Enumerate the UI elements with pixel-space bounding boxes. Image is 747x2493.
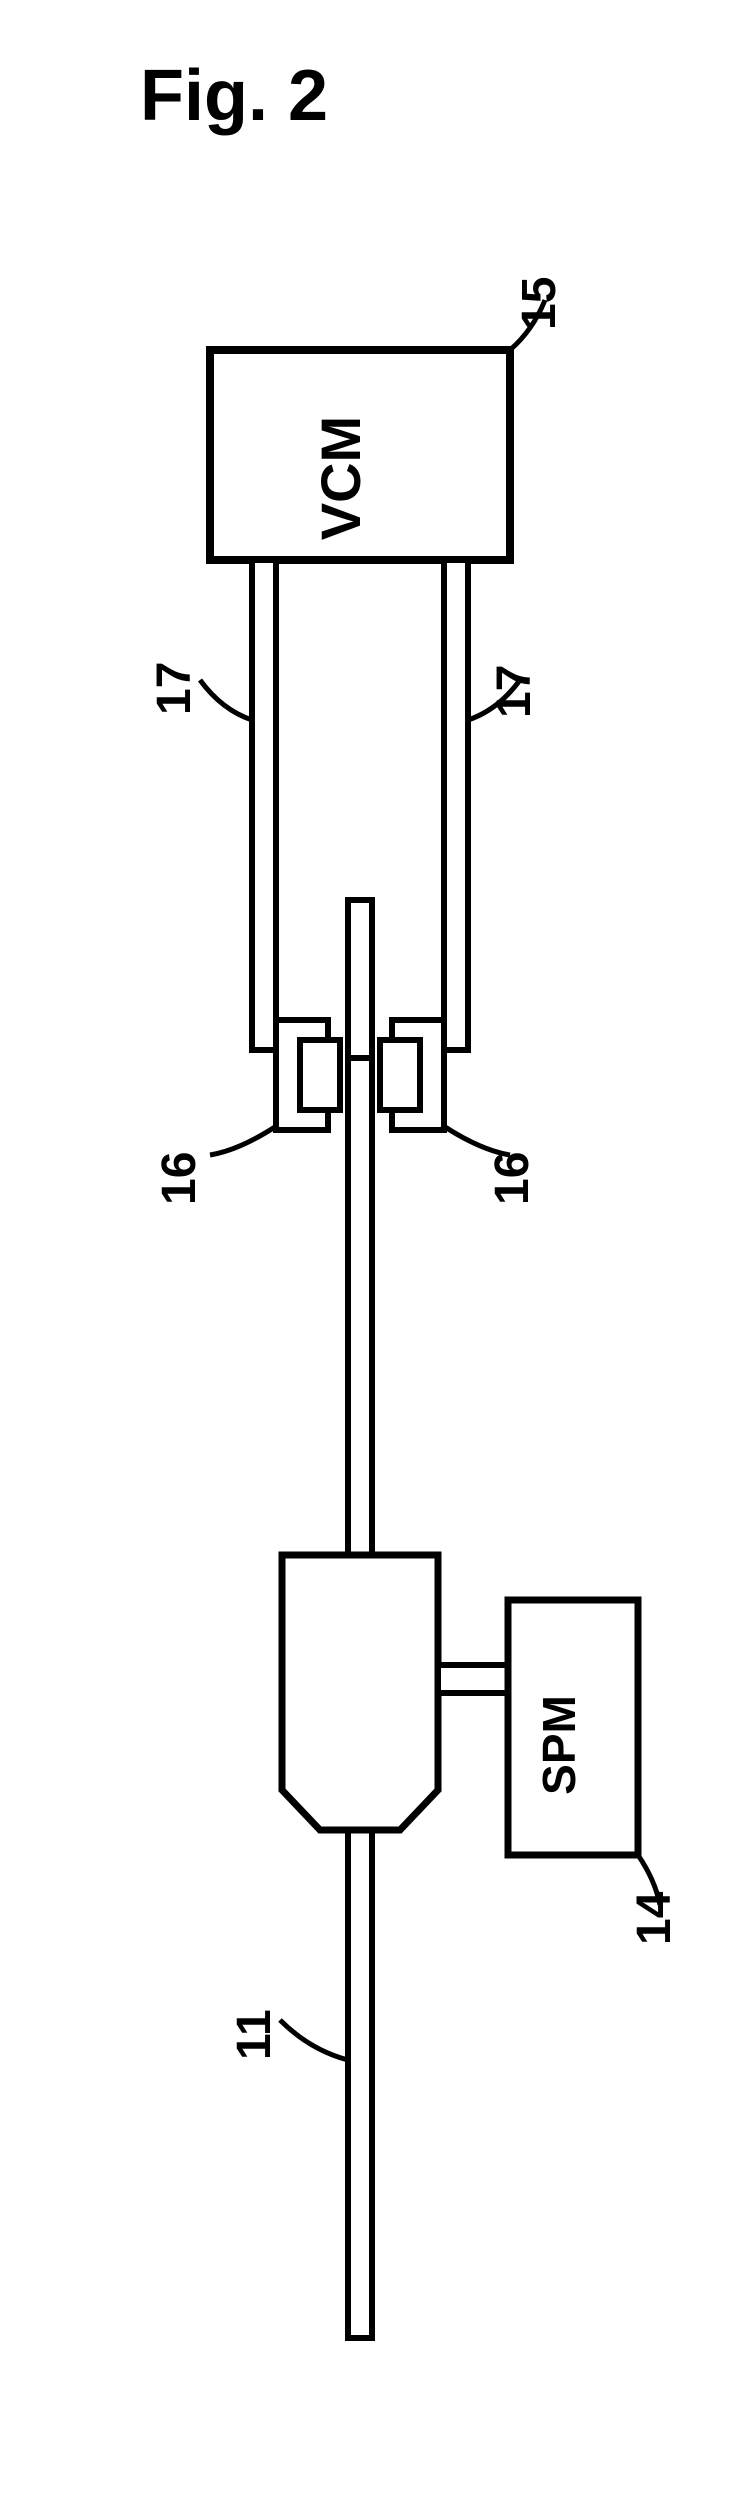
spm-block: SPM [508,1600,638,1855]
figure-page: Fig. 2 VCM 15 17 17 [0,0,747,2493]
center-stub [348,900,372,1060]
spm-label: SPM [533,1695,585,1795]
callout-16-right: 16 [442,1125,539,1205]
callout-11-label: 11 [228,2009,281,2060]
callout-15: 15 [510,277,566,350]
callout-14: 14 [628,1855,681,1945]
vcm-label: VCM [309,416,372,540]
spindle-shaft [438,1665,508,1693]
callout-17-left-label: 17 [148,662,201,715]
arm-left [252,560,276,1050]
hub [282,1555,438,1830]
callout-16-left: 16 [153,1125,278,1205]
callout-11: 11 [228,2009,348,2060]
head-right [380,1020,444,1130]
vcm-block: VCM [210,350,510,560]
diagram-svg: VCM 15 17 17 [0,0,747,2493]
callout-17-left: 17 [148,662,252,720]
callout-14-label: 14 [628,1891,681,1945]
callout-15-label: 15 [513,277,566,330]
arm-right [444,560,468,1050]
callout-16-left-label: 16 [153,1152,206,1205]
callout-17-right: 17 [468,665,541,720]
callout-17-right-label: 17 [488,665,541,718]
callout-16-right-label: 16 [486,1152,539,1205]
head-left [276,1020,340,1130]
